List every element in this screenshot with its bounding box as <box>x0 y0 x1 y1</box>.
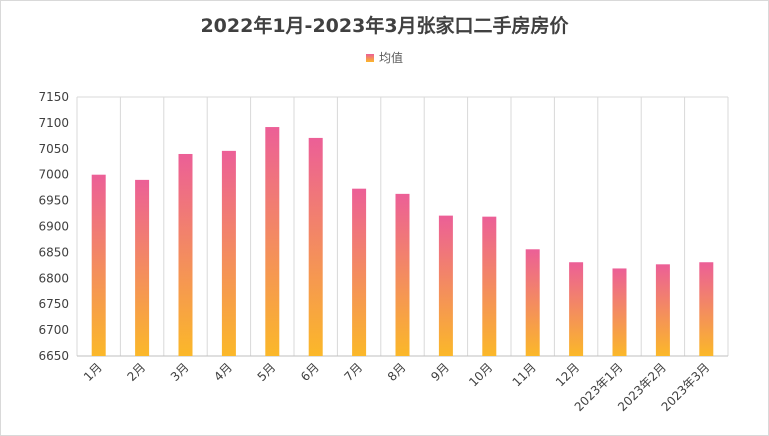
x-tick-label: 7月 <box>341 360 365 384</box>
x-tick-label: 2月 <box>124 360 148 384</box>
x-tick-label: 8月 <box>385 360 409 384</box>
y-tick-label: 7000 <box>38 168 69 182</box>
legend-label: 均值 <box>378 51 403 65</box>
x-tick-label: 4月 <box>211 360 235 384</box>
y-tick-label: 6700 <box>38 323 69 337</box>
bar <box>265 127 280 356</box>
y-tick-label: 6650 <box>38 349 69 363</box>
bar <box>135 179 150 356</box>
bar <box>569 262 584 356</box>
y-tick-label: 7150 <box>38 90 69 104</box>
y-tick-label: 6950 <box>38 194 69 208</box>
bar <box>525 249 540 356</box>
x-tick-labels: 1月 2月 3月 4月 5月 6月 7月 8月 9月 10月 11月 12月2023年1月2023年2… <box>81 360 712 414</box>
bar <box>699 262 714 356</box>
y-tick-label: 6850 <box>38 245 69 259</box>
y-tick-label: 6750 <box>38 297 69 311</box>
legend-swatch <box>365 53 374 62</box>
bar <box>655 264 670 356</box>
bar <box>482 216 497 356</box>
bar <box>395 193 410 356</box>
bar <box>221 150 236 356</box>
bar <box>91 174 106 356</box>
bar <box>352 188 367 356</box>
x-tick-label: 3月 <box>168 360 192 384</box>
x-tick-label: 6月 <box>298 360 322 384</box>
y-tick-labels: 6650 6700 6750 6800 6850 6900 6950 7000 7050 7100… <box>38 90 69 363</box>
bar <box>612 268 627 356</box>
x-tick-label: 1月 <box>81 360 105 384</box>
x-tick-label: 11月 <box>510 360 539 389</box>
y-tick-label: 7050 <box>38 142 69 156</box>
legend: 均值 <box>1 49 768 66</box>
y-tick-label: 7100 <box>38 116 69 130</box>
bar <box>438 215 453 356</box>
y-tick-label: 6800 <box>38 271 69 285</box>
bars <box>91 127 714 356</box>
bar <box>308 137 323 356</box>
x-tick-label: 12月 <box>553 360 582 389</box>
x-tick-label: 5月 <box>255 360 279 384</box>
x-tick-label: 10月 <box>466 360 495 389</box>
x-tick-label: 9月 <box>428 360 452 384</box>
chart-title: 2022年1月-2023年3月张家口二手房房价 <box>200 15 569 37</box>
bar <box>178 153 193 356</box>
y-tick-label: 6900 <box>38 220 69 234</box>
